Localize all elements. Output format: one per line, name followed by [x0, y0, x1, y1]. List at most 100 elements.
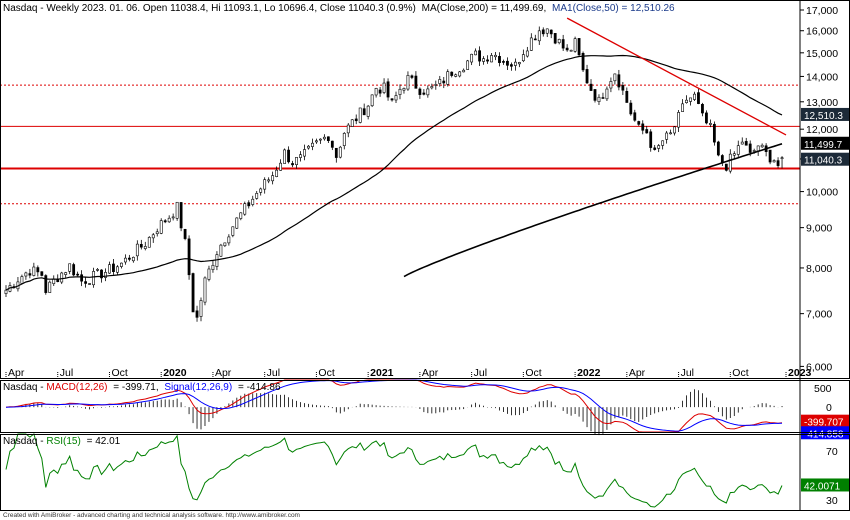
y-tick-label: 7,000 [806, 309, 832, 321]
candle-body [478, 50, 481, 62]
candle-body [275, 169, 279, 177]
candle-body [354, 118, 358, 122]
x-tick-label: Apr [215, 367, 232, 379]
candle-body [517, 62, 521, 65]
candle-body [127, 257, 131, 260]
macd-tick-label: 500 [814, 383, 832, 395]
candle-body [398, 88, 402, 95]
candle-body [605, 88, 609, 100]
candle-body [561, 39, 565, 49]
candle-body [681, 103, 684, 112]
x-tick-label: Apr [8, 367, 25, 379]
candle-body [116, 266, 119, 273]
candle-body [279, 162, 282, 171]
candle-body [772, 160, 776, 163]
candle-body [712, 123, 716, 143]
x-tick-label: Jul [474, 367, 487, 379]
candle-body [44, 275, 48, 293]
candle-body [84, 281, 87, 284]
candle-body [334, 147, 338, 158]
candle-body [609, 81, 613, 89]
candle-body [458, 71, 462, 77]
candle-body [613, 73, 617, 82]
candle-body [641, 123, 645, 131]
candle-body [223, 242, 227, 247]
candle-body [617, 74, 621, 88]
y-tick-label: 10,000 [806, 187, 838, 199]
macd-tick-label: 0 [826, 402, 832, 414]
candle-body [255, 193, 259, 199]
footer-credit: Created with AmiBroker - advanced charti… [3, 512, 300, 519]
y-tick-label: 12,000 [806, 124, 838, 136]
y-tick-label: 8,000 [806, 263, 832, 275]
macd-value-tag: -399.707 [804, 418, 844, 429]
candle-body [247, 202, 251, 207]
candle-body [307, 145, 310, 149]
candle-body [40, 271, 44, 276]
candle-body [549, 29, 553, 35]
rsi-y-axis: 70 30 [826, 446, 838, 507]
candle-body [20, 276, 24, 284]
candle-body [740, 141, 744, 145]
candle-body [724, 163, 728, 171]
candle-body [311, 142, 314, 147]
candle-body [593, 89, 597, 101]
ma50-price-tag-bg [801, 107, 850, 121]
candle-body [637, 121, 641, 125]
candle-body [760, 144, 764, 148]
candle-body [701, 103, 704, 114]
candle-body [303, 149, 306, 157]
candle-body [171, 216, 175, 219]
candle-body [207, 268, 211, 280]
candle-body [299, 154, 302, 158]
price-panel: 17,000 16,000 15,000 14,000 13,000 12,000 11,0… [0, 3, 850, 379]
candle-body [68, 263, 72, 272]
candle-body [418, 88, 422, 95]
candle-body [143, 246, 147, 249]
x-tick-label: Oct [732, 367, 748, 379]
date-x-axis: Apr Jul Oct 2020 Apr Jul Oct 2021 Apr Jul Oct 2022 A… [5, 367, 812, 379]
candle-body [163, 220, 167, 223]
x-tick-label: Jul [681, 367, 694, 379]
macd-value-tag-bg [801, 414, 850, 428]
candle-body [585, 69, 589, 84]
y-tick-label: 17,000 [806, 5, 838, 17]
downtrend-line [566, 17, 787, 136]
candle-body [705, 112, 708, 124]
x-tick-label: Oct [525, 367, 541, 379]
candle-body [506, 60, 509, 66]
candle-body [386, 81, 390, 98]
candle-body [776, 160, 780, 166]
candle-body [557, 38, 561, 44]
candle-body [183, 229, 187, 239]
candle-body [768, 149, 772, 163]
candle-body [490, 55, 493, 63]
candle-body [100, 269, 103, 279]
candle-body [215, 254, 219, 267]
x-tick-label: Jul [267, 367, 280, 379]
candle-body [410, 75, 414, 78]
candle-body [541, 29, 545, 35]
rsi-line [5, 433, 783, 508]
candle-body [342, 133, 346, 146]
candle-body [123, 257, 127, 263]
candle-body [677, 112, 680, 128]
candle-body [569, 49, 573, 52]
candle-body [442, 80, 446, 84]
candle-body [621, 85, 625, 91]
candle-body [633, 112, 637, 121]
candle-body [716, 141, 720, 156]
candle-body [752, 150, 756, 152]
candle-body [36, 267, 40, 273]
candle-body [151, 234, 155, 239]
candle-body [338, 146, 342, 158]
candle-body [645, 129, 649, 134]
candle-body [732, 153, 736, 156]
candle-body [394, 95, 398, 101]
candle-body [267, 179, 271, 182]
candle-body [744, 141, 748, 146]
candle-body [235, 217, 239, 229]
y-tick-label: 9,000 [806, 223, 832, 235]
candle-body [92, 271, 95, 286]
y-tick-label: 13,000 [806, 97, 838, 109]
